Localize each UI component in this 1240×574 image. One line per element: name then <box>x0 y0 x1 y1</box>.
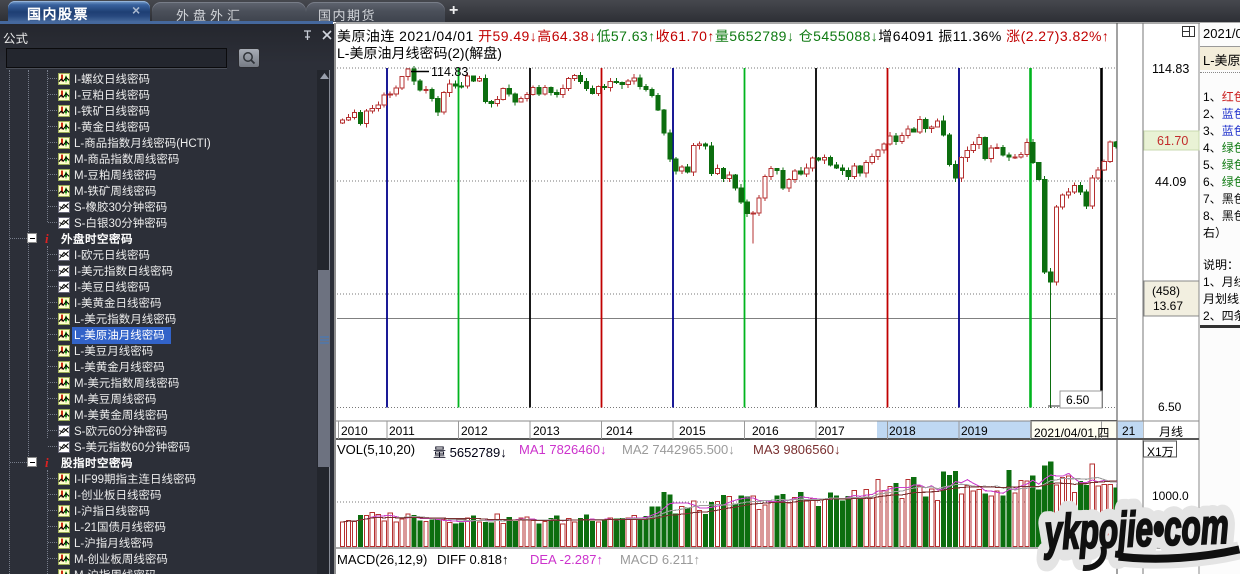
svg-text:ykpojie•com: ykpojie•com <box>1042 500 1230 560</box>
